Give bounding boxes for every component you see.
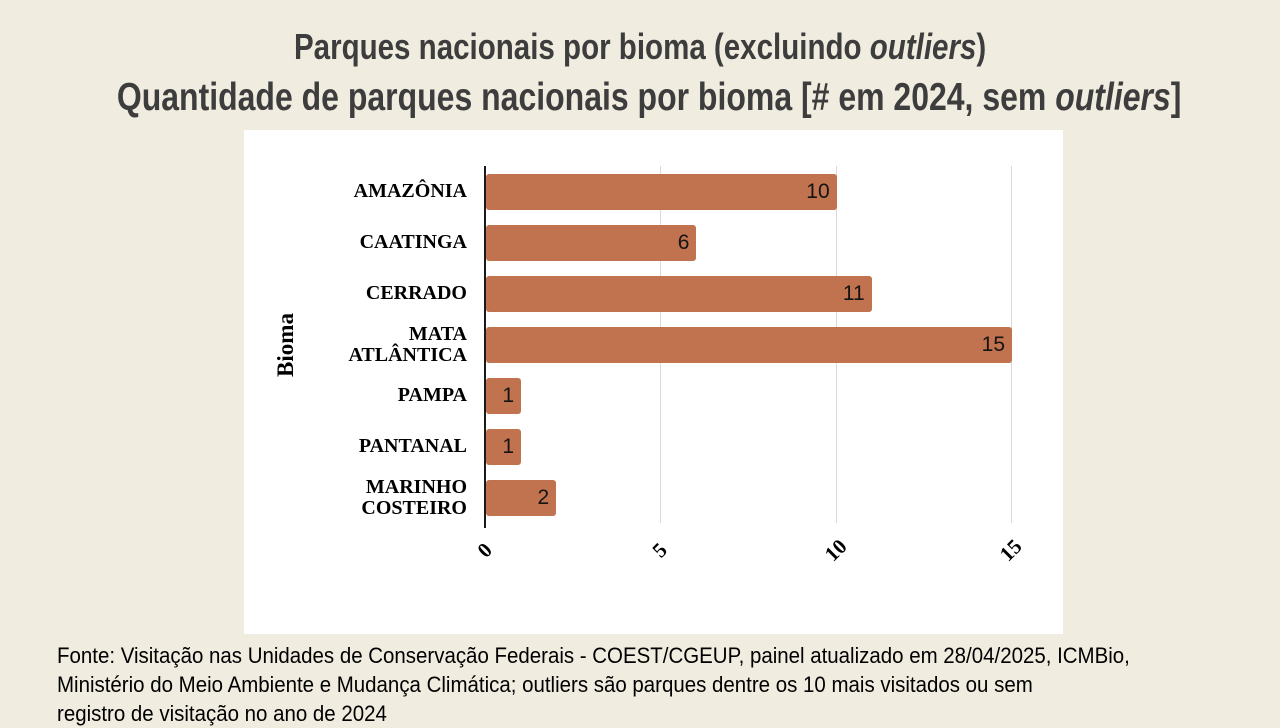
bar-row: PANTANAL 1: [244, 421, 1063, 472]
bar: 1: [486, 428, 522, 465]
bar-value-label: 6: [677, 230, 690, 254]
category-label: CERRADO: [365, 282, 467, 304]
bar-row: CAATINGA 6: [244, 217, 1063, 268]
bar: 2: [486, 479, 557, 516]
bar-rows: AMAZÔNIA 10 CAATINGA 6 CERRADO 11 MATA ATLÂNTI…: [244, 166, 1063, 523]
bar-row: CERRADO 11: [244, 268, 1063, 319]
bar: 15: [486, 326, 1012, 363]
bar: 10: [486, 173, 837, 210]
category-label: CAATINGA: [359, 231, 467, 253]
x-tick-label: 10: [819, 534, 852, 567]
source-note-line: Ministério do Meio Ambiente e Mudança Cl…: [57, 672, 1033, 697]
bar: 1: [486, 377, 522, 414]
page-title-suffix: ): [976, 26, 987, 67]
chart-panel: AMAZÔNIA 10 CAATINGA 6 CERRADO 11 MATA ATLÂNTI…: [244, 130, 1063, 634]
page-subtitle-text: Quantidade de parques nacionais por biom…: [116, 76, 1056, 119]
page-title-text: Parques nacionais por bioma (excluindo: [293, 26, 870, 67]
bar-value-label: 1: [502, 383, 515, 407]
x-tick-label: 5: [647, 537, 673, 563]
category-label: PAMPA: [397, 384, 467, 406]
source-note-line: Fonte: Visitação nas Unidades de Conserv…: [57, 643, 1130, 668]
bar: 11: [486, 275, 872, 312]
bar-value-label: 15: [981, 332, 1005, 356]
titles-block: Parques nacionais por bioma (excluindo o…: [0, 26, 1280, 120]
bar-row: MARINHO COSTEIRO 2: [244, 472, 1063, 523]
page-subtitle: Quantidade de parques nacionais por biom…: [0, 76, 1280, 120]
bar-value-label: 11: [842, 281, 865, 305]
x-tick-label: 0: [472, 537, 497, 563]
category-label: AMAZÔNIA: [353, 180, 467, 202]
page-title-italic: outliers: [869, 26, 977, 67]
page-subtitle-italic: outliers: [1055, 76, 1171, 119]
category-label: MATA ATLÂNTICA: [348, 322, 467, 366]
bar-value-label: 2: [537, 485, 550, 509]
source-note-line: registro de visitação no ano de 2024: [57, 701, 387, 726]
category-label: MARINHO COSTEIRO: [361, 475, 467, 519]
y-axis-line: [484, 166, 486, 528]
y-axis-title: Bioma: [273, 313, 298, 377]
x-tick-label: 15: [994, 534, 1027, 567]
bar-value-label: 10: [806, 179, 830, 203]
source-note: Fonte: Visitação nas Unidades de Conserv…: [57, 641, 1266, 728]
bar-row: PAMPA 1: [244, 370, 1063, 421]
bar: 6: [486, 224, 697, 261]
category-label: PANTANAL: [358, 435, 467, 457]
page-subtitle-suffix: ]: [1170, 76, 1182, 119]
bar-value-label: 1: [502, 434, 515, 458]
bar-row: MATA ATLÂNTICA 15: [244, 319, 1063, 370]
page-title: Parques nacionais por bioma (excluindo o…: [0, 26, 1280, 68]
bar-row: AMAZÔNIA 10: [244, 166, 1063, 217]
